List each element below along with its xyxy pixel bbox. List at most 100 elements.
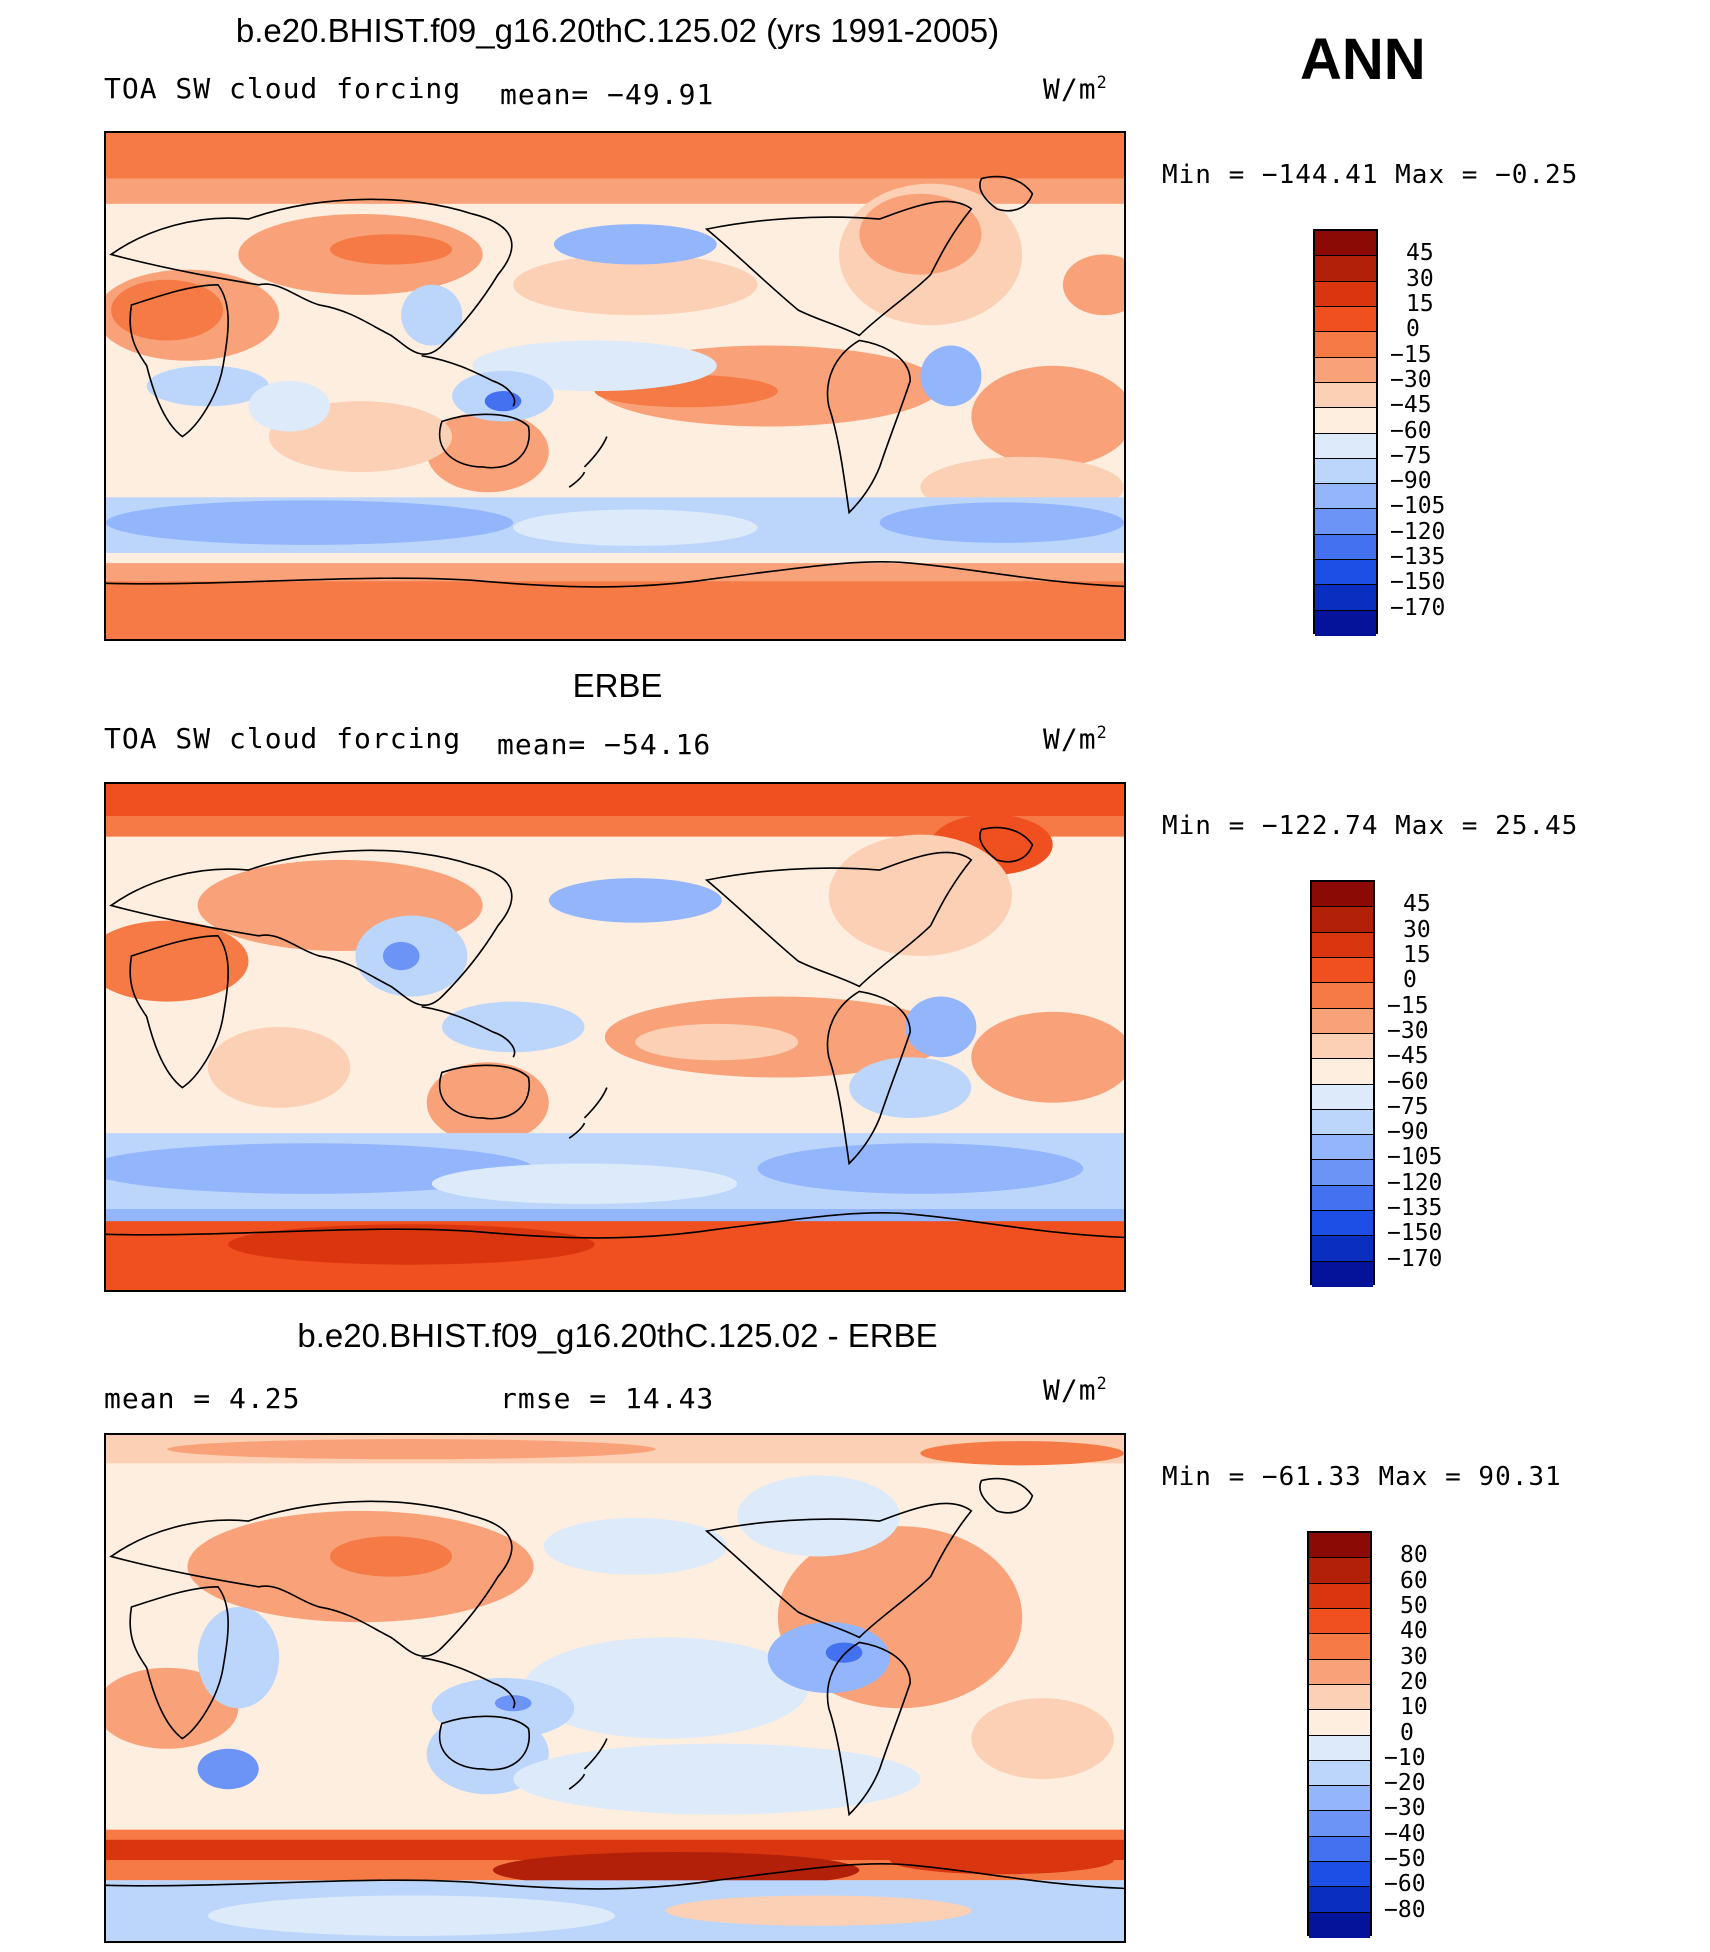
colorbar-tick-label: −120 xyxy=(1390,518,1446,545)
season-label: ANN xyxy=(1300,27,1426,92)
colorbar-tick-label: −120 xyxy=(1387,1169,1443,1196)
panel-3-map xyxy=(104,1433,1126,1943)
colorbar-tick-label: −75 xyxy=(1387,1093,1429,1120)
colorbar-swatch xyxy=(1309,1836,1370,1863)
panel-1-minmax: Min = −144.41 Max = −0.25 xyxy=(1162,160,1579,190)
colorbar-tick-label: −15 xyxy=(1387,992,1429,1019)
colorbar-swatch xyxy=(1312,1135,1373,1161)
panel-3-title: b.e20.BHIST.f09_g16.20thC.125.02 - ERBE xyxy=(297,1317,938,1354)
panel-2-colorbar xyxy=(1310,880,1375,1287)
panel-1-units: W/m2 xyxy=(1043,72,1108,106)
colorbar-swatch xyxy=(1315,382,1376,409)
colorbar-tick-label: 40 xyxy=(1400,1618,1428,1645)
colorbar-tick-label: 50 xyxy=(1400,1592,1428,1619)
panel-3-rmse: rmse = 14.43 xyxy=(500,1382,715,1415)
colorbar-swatch xyxy=(1315,534,1376,561)
colorbar-tick-label: 30 xyxy=(1406,265,1434,292)
panel-3-colorbar xyxy=(1307,1531,1372,1938)
colorbar-swatch xyxy=(1309,1912,1370,1938)
colorbar-swatch xyxy=(1312,1109,1373,1136)
panel-3-units: W/m2 xyxy=(1043,1373,1108,1407)
colorbar-swatch xyxy=(1309,1811,1370,1837)
colorbar-swatch xyxy=(1312,932,1373,958)
colorbar-tick-label: −80 xyxy=(1384,1896,1426,1923)
colorbar-swatch xyxy=(1315,458,1376,485)
colorbar-swatch xyxy=(1309,1735,1370,1761)
colorbar-swatch xyxy=(1315,281,1376,307)
colorbar-tick-label: −170 xyxy=(1387,1245,1443,1272)
colorbar-tick-label: −90 xyxy=(1390,468,1432,495)
colorbar-swatch xyxy=(1315,484,1376,510)
colorbar-tick-label: 0 xyxy=(1406,316,1420,343)
colorbar-tick-label: −135 xyxy=(1390,544,1446,571)
panel-2-minmax: Min = −122.74 Max = 25.45 xyxy=(1162,811,1579,841)
panel-1-left-label: TOA SW cloud forcing xyxy=(104,72,462,105)
colorbar-tick-label: −150 xyxy=(1390,569,1446,596)
colorbar-tick-label: −10 xyxy=(1384,1744,1426,1771)
colorbar-swatch xyxy=(1312,1236,1373,1262)
colorbar-swatch xyxy=(1315,585,1376,611)
colorbar-tick-label: −60 xyxy=(1387,1068,1429,1095)
colorbar-tick-label: −105 xyxy=(1390,493,1446,520)
colorbar-tick-label: 15 xyxy=(1403,941,1431,968)
colorbar-swatch xyxy=(1312,1160,1373,1186)
colorbar-tick-label: −60 xyxy=(1384,1871,1426,1898)
colorbar-swatch xyxy=(1315,306,1376,333)
colorbar-swatch xyxy=(1315,231,1376,257)
colorbar-tick-label: −105 xyxy=(1387,1144,1443,1171)
colorbar-swatch xyxy=(1309,1583,1370,1609)
colorbar-tick-label: −60 xyxy=(1390,417,1432,444)
colorbar-swatch xyxy=(1315,256,1376,282)
colorbar-tick-label: −45 xyxy=(1390,392,1432,419)
colorbar-tick-label: 0 xyxy=(1400,1719,1414,1746)
colorbar-tick-label: −50 xyxy=(1384,1846,1426,1873)
colorbar-swatch xyxy=(1309,1634,1370,1660)
colorbar-tick-label: −45 xyxy=(1387,1043,1429,1070)
colorbar-swatch xyxy=(1312,957,1373,984)
colorbar-swatch xyxy=(1312,907,1373,933)
panel-1-colorbar xyxy=(1313,229,1378,636)
colorbar-tick-label: 30 xyxy=(1403,916,1431,943)
colorbar-tick-label: −40 xyxy=(1384,1820,1426,1847)
colorbar-swatch xyxy=(1309,1887,1370,1913)
colorbar-swatch xyxy=(1312,1008,1373,1034)
colorbar-tick-label: −30 xyxy=(1390,366,1432,393)
panel-2-title: ERBE xyxy=(572,667,663,704)
colorbar-swatch xyxy=(1315,433,1376,459)
colorbar-swatch xyxy=(1312,983,1373,1009)
colorbar-swatch xyxy=(1312,1211,1373,1237)
colorbar-swatch xyxy=(1309,1608,1370,1635)
colorbar-swatch xyxy=(1315,357,1376,383)
colorbar-swatch xyxy=(1312,1059,1373,1085)
colorbar-swatch xyxy=(1309,1684,1370,1711)
colorbar-swatch xyxy=(1309,1710,1370,1736)
colorbar-tick-label: −75 xyxy=(1390,442,1432,469)
colorbar-tick-label: −15 xyxy=(1390,341,1432,368)
colorbar-swatch xyxy=(1315,509,1376,535)
colorbar-swatch xyxy=(1309,1786,1370,1812)
colorbar-swatch xyxy=(1315,408,1376,434)
colorbar-tick-label: −20 xyxy=(1384,1770,1426,1797)
panel-3-minmax: Min = −61.33 Max = 90.31 xyxy=(1162,1462,1562,1492)
colorbar-tick-label: −30 xyxy=(1387,1017,1429,1044)
panel-2-mean: mean= −54.16 xyxy=(497,728,712,761)
colorbar-swatch xyxy=(1309,1558,1370,1584)
colorbar-swatch xyxy=(1315,332,1376,358)
colorbar-tick-label: −150 xyxy=(1387,1220,1443,1247)
panel-1-title: b.e20.BHIST.f09_g16.20thC.125.02 (yrs 19… xyxy=(235,12,1000,49)
colorbar-tick-label: −135 xyxy=(1387,1195,1443,1222)
panel-2-map xyxy=(104,782,1126,1292)
colorbar-tick-label: 10 xyxy=(1400,1694,1428,1721)
colorbar-tick-label: −90 xyxy=(1387,1119,1429,1146)
colorbar-tick-label: −30 xyxy=(1384,1795,1426,1822)
colorbar-swatch xyxy=(1309,1760,1370,1787)
colorbar-tick-label: 0 xyxy=(1403,967,1417,994)
colorbar-swatch xyxy=(1315,610,1376,636)
panel-3-mean: mean = 4.25 xyxy=(104,1382,301,1415)
colorbar-tick-label: 30 xyxy=(1400,1643,1428,1670)
colorbar-swatch xyxy=(1312,1185,1373,1212)
colorbar-swatch xyxy=(1312,882,1373,908)
panel-2-left-label: TOA SW cloud forcing xyxy=(104,722,462,755)
colorbar-swatch xyxy=(1315,560,1376,586)
colorbar-tick-label: 15 xyxy=(1406,290,1434,317)
